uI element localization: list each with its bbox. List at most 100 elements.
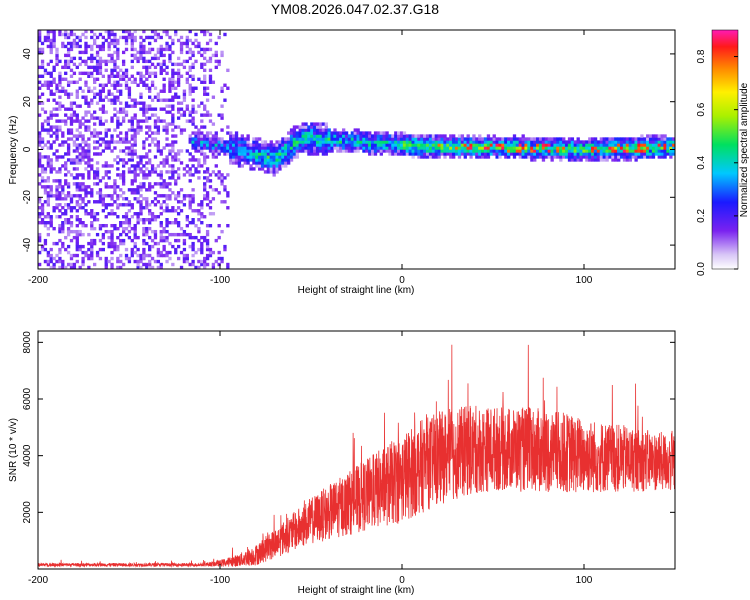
spectrogram-cell xyxy=(104,170,108,174)
spectrogram-cell xyxy=(324,140,328,144)
spectrogram-cell xyxy=(150,215,155,219)
spectrogram-cell xyxy=(237,146,242,150)
spectrogram-cell xyxy=(200,125,204,129)
spectrogram-cell xyxy=(394,140,398,144)
spectrogram-cell xyxy=(49,259,53,264)
spectrogram-cell xyxy=(463,152,467,156)
spectrogram-cell xyxy=(443,134,447,138)
colorbar-tick-label: 0.8 xyxy=(696,49,707,63)
spectrogram-cell xyxy=(420,146,424,150)
spectrogram-cell xyxy=(591,137,595,141)
spectrogram-cell xyxy=(159,262,163,267)
spectrogram-cell xyxy=(527,137,531,141)
spectrogram-cell xyxy=(55,134,59,138)
spectrogram-cell xyxy=(119,140,123,144)
spectrogram-cell xyxy=(191,119,195,123)
spectrogram-cell xyxy=(246,152,250,156)
spectrogram-cell xyxy=(95,232,100,237)
spectrogram-cell xyxy=(593,146,598,150)
spectrogram-cell xyxy=(148,71,152,76)
spectrogram-cell xyxy=(121,179,126,183)
spectrogram-cell xyxy=(78,122,82,126)
spectrogram-cell xyxy=(252,161,256,165)
spectrogram-cell xyxy=(449,155,453,159)
spectrogram-cell xyxy=(142,44,146,49)
spectrogram-cell xyxy=(391,140,395,144)
spectrogram-cell xyxy=(203,140,207,144)
spectrogram-cell xyxy=(55,50,59,55)
spectrogram-cell xyxy=(61,221,65,225)
spectrogram-cell xyxy=(98,65,103,70)
spectrogram-cell xyxy=(591,152,595,156)
spectrogram-cell xyxy=(104,229,108,234)
spectrogram-cell xyxy=(64,59,68,64)
spectrogram-cell xyxy=(266,158,271,162)
spectrogram-cell xyxy=(382,143,386,147)
spectrogram-cell xyxy=(229,143,233,147)
spectrogram-cell xyxy=(136,259,140,264)
spectrogram-cell xyxy=(176,158,181,162)
spectrogram-cell xyxy=(150,170,155,174)
spectrogram-cell xyxy=(226,131,230,135)
spectrogram-cell xyxy=(200,215,204,219)
spectrogram-cell xyxy=(49,188,53,192)
spectrogram-cell xyxy=(46,212,50,216)
spectrogram-cell xyxy=(75,218,79,222)
spectrogram-cell xyxy=(663,137,667,141)
spectrogram-cell xyxy=(124,80,129,84)
spectrogram-cell xyxy=(133,232,137,237)
spectrogram-cell xyxy=(182,247,187,252)
spectrogram-cell xyxy=(339,134,343,138)
spectrogram-cell xyxy=(376,146,381,150)
spectrogram-cell xyxy=(191,146,195,150)
spectrogram-cell xyxy=(162,209,166,213)
spectrogram-cell xyxy=(113,41,117,46)
spectrogram-cell xyxy=(165,44,169,49)
spectrogram-cell xyxy=(425,146,430,150)
spectrogram-cell xyxy=(78,77,82,81)
spectrogram-cell xyxy=(368,152,372,156)
spectrogram-cell xyxy=(203,235,207,240)
spectrogram-cell xyxy=(165,128,169,132)
spectrogram-cell xyxy=(130,238,134,243)
spectrogram-cell xyxy=(110,32,114,37)
spectrogram-cell xyxy=(536,152,540,156)
spectrogram-cell xyxy=(145,155,149,159)
spectrogram-cell xyxy=(643,152,647,156)
spectrogram-cell xyxy=(148,212,152,216)
spectrogram-cell xyxy=(611,152,615,156)
spectrogram-cell xyxy=(226,223,230,228)
spectrogram-cell xyxy=(237,152,242,156)
spectrogram-cell xyxy=(136,167,140,171)
spectrogram-cell xyxy=(593,158,598,162)
spectrogram-cell xyxy=(58,197,62,201)
spectrogram-cell xyxy=(121,197,126,201)
spectrogram-cell xyxy=(95,68,100,73)
spectrogram-cell xyxy=(353,137,357,141)
spectrogram-cell xyxy=(49,50,53,55)
spectrogram-cell xyxy=(113,62,117,67)
spectrogram-cell xyxy=(110,101,114,105)
spectrogram-cell xyxy=(481,149,485,153)
spectrogram-cell xyxy=(78,35,82,40)
spectrogram-cell xyxy=(220,50,224,55)
spectrogram-cell xyxy=(110,238,114,243)
spectrogram-cell xyxy=(104,206,108,210)
spectrogram-cell xyxy=(58,170,62,174)
spectrogram-cell xyxy=(46,200,50,204)
spectrogram-cell xyxy=(194,158,198,162)
spectrogram-cell xyxy=(234,146,239,150)
spectrogram-cell xyxy=(150,83,155,87)
spectrogram-cell xyxy=(515,143,520,147)
spectrogram-cell xyxy=(133,101,137,105)
spectrogram-cell xyxy=(153,191,158,195)
spectrogram-cell xyxy=(263,152,268,156)
spectrogram-cell xyxy=(78,247,82,252)
snr-series-line xyxy=(37,344,676,568)
spectrogram-cell xyxy=(634,152,638,156)
spectrogram-cell xyxy=(269,158,273,162)
spectrogram-cell xyxy=(315,146,320,150)
spectrogram-cell xyxy=(347,146,352,150)
spectrogram-cell xyxy=(61,188,65,192)
spectrogram-cell xyxy=(110,212,114,216)
